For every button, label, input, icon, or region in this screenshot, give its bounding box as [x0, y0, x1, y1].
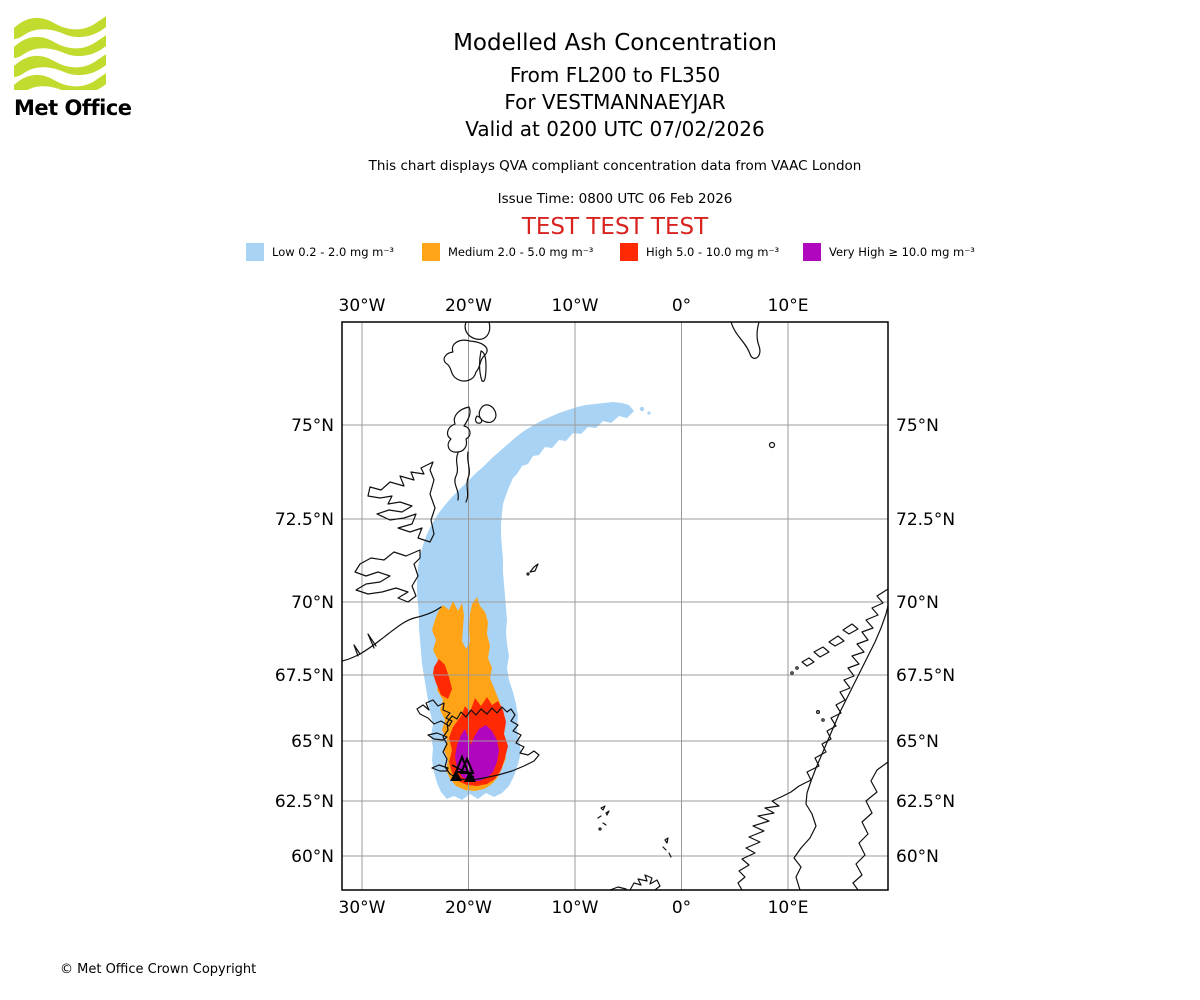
- lat-tick-label: 72.5°N: [275, 510, 334, 530]
- lon-tick-label: 30°W: [339, 296, 386, 316]
- lon-tick-label: 10°W: [552, 898, 599, 918]
- copyright-text: © Met Office Crown Copyright: [60, 962, 257, 977]
- volcano-line: For VESTMANNAEYJAR: [504, 90, 726, 114]
- lon-tick-label: 0°: [672, 898, 691, 918]
- coastlines: [342, 322, 888, 890]
- legend-swatch-low: [246, 243, 264, 261]
- legend-item-low: Low 0.2 - 2.0 mg m⁻³: [246, 243, 394, 261]
- lat-tick-label: 75°N: [291, 416, 334, 436]
- logo-brand-text: Met Office: [14, 96, 132, 120]
- lat-tick-label: 60°N: [291, 847, 334, 867]
- lon-tick-label: 0°: [672, 296, 691, 316]
- legend-swatch-very-high: [803, 243, 821, 261]
- ash-high-region-small: [433, 659, 452, 699]
- lat-tick-label: 75°N: [896, 416, 939, 436]
- volcano-marker: [450, 754, 476, 782]
- lon-tick-labels-bottom: 30°W 20°W 10°W 0° 10°E: [339, 898, 809, 918]
- lat-tick-label: 70°N: [291, 593, 334, 613]
- issue-time: Issue Time: 0800 UTC 06 Feb 2026: [497, 191, 733, 207]
- map-frame: [341, 321, 889, 891]
- legend-item-medium: Medium 2.0 - 5.0 mg m⁻³: [422, 243, 593, 261]
- legend-item-high: High 5.0 - 10.0 mg m⁻³: [620, 243, 779, 261]
- legend-swatch-high: [620, 243, 638, 261]
- test-banner: TEST TEST TEST: [521, 214, 709, 240]
- page-title: Modelled Ash Concentration: [453, 30, 777, 56]
- graticule-grid: [342, 322, 888, 890]
- lon-tick-label: 20°W: [445, 296, 492, 316]
- lon-tick-label: 10°E: [768, 296, 809, 316]
- lat-tick-label: 62.5°N: [896, 792, 955, 812]
- met-office-logo: Met Office: [14, 12, 134, 120]
- lat-tick-label: 65°N: [896, 732, 939, 752]
- legend-item-very-high: Very High ≥ 10.0 mg m⁻³: [803, 243, 975, 261]
- valid-time-line: Valid at 0200 UTC 07/02/2026: [465, 117, 765, 141]
- lat-tick-label: 67.5°N: [896, 666, 955, 686]
- ash-low-speck: [647, 411, 651, 415]
- lat-tick-labels-right: 75°N 72.5°N 70°N 67.5°N 65°N 62.5°N 60°N: [896, 416, 955, 867]
- legend-label-medium: Medium 2.0 - 5.0 mg m⁻³: [448, 245, 594, 259]
- lon-tick-label: 20°W: [445, 898, 492, 918]
- ash-plume-layers: [417, 402, 651, 800]
- legend-label-high: High 5.0 - 10.0 mg m⁻³: [646, 245, 780, 259]
- lat-tick-label: 62.5°N: [275, 792, 334, 812]
- lat-tick-labels-left: 75°N 72.5°N 70°N 67.5°N 65°N 62.5°N 60°N: [275, 416, 334, 867]
- legend-swatch-medium: [422, 243, 440, 261]
- lon-tick-label: 10°W: [552, 296, 599, 316]
- lat-tick-label: 72.5°N: [896, 510, 955, 530]
- lon-tick-label: 30°W: [339, 898, 386, 918]
- qva-note: This chart displays QVA compliant concen…: [368, 158, 862, 174]
- lat-tick-label: 65°N: [291, 732, 334, 752]
- lon-tick-labels-top: 30°W 20°W 10°W 0° 10°E: [339, 296, 809, 316]
- legend-label-very-high: Very High ≥ 10.0 mg m⁻³: [829, 245, 975, 259]
- lon-tick-label: 10°E: [768, 898, 809, 918]
- flight-level-line: From FL200 to FL350: [509, 63, 721, 87]
- lat-tick-label: 70°N: [896, 593, 939, 613]
- lat-tick-label: 67.5°N: [275, 666, 334, 686]
- legend-label-low: Low 0.2 - 2.0 mg m⁻³: [272, 245, 395, 259]
- ash-low-speck: [639, 406, 645, 412]
- lat-tick-label: 60°N: [896, 847, 939, 867]
